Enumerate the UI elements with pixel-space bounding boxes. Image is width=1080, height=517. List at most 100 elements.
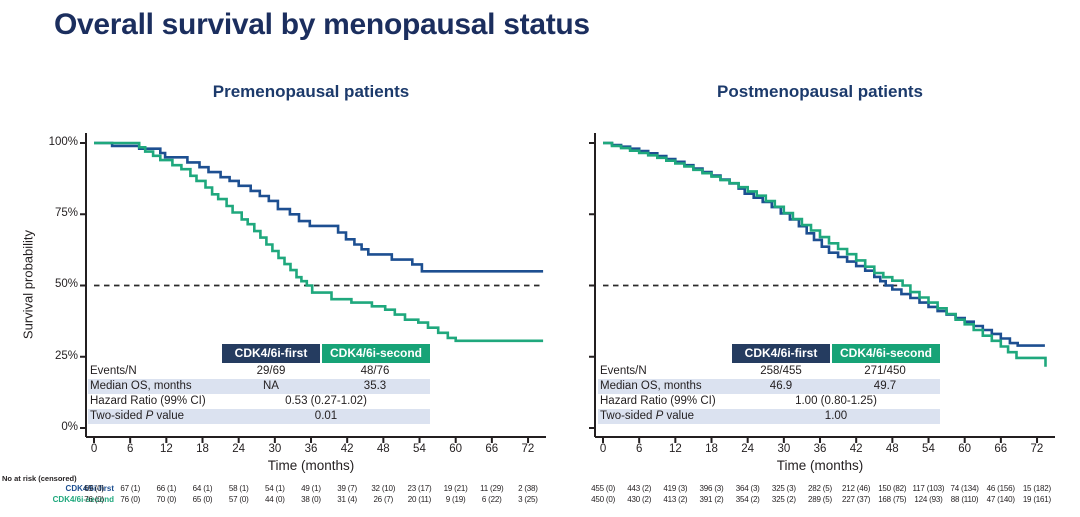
x-axis-title-postmenopausal: Time (months): [776, 458, 864, 473]
stats-row-events: Events/N 258/455 271/450: [598, 364, 940, 379]
risk-value: 325 (2): [771, 495, 796, 504]
hazard-ratio-value: 1.00 (0.80-1.25): [795, 395, 877, 407]
p-value-label: Two-sided P value: [598, 409, 732, 424]
stats-row-events: Events/N 29/69 48/76: [88, 364, 430, 379]
legend-cdk46i-first: CDK4/6i-first: [222, 344, 320, 363]
y-axis-title: Survival probability: [20, 229, 36, 340]
median-os-first: NA: [263, 380, 279, 392]
events-label: Events/N: [600, 365, 647, 377]
x-tick-label: 66: [485, 443, 499, 455]
x-tick-label: 60: [958, 443, 971, 455]
risk-value: 19 (21): [443, 484, 468, 493]
risk-value: 49 (1): [301, 484, 321, 493]
hazard-ratio-label: Hazard Ratio (99% CI): [600, 395, 716, 407]
x-tick-label: 36: [304, 443, 318, 455]
km-curve-first-premenopausal: [94, 141, 544, 273]
hazard-ratio-label: Hazard Ratio (99% CI): [90, 395, 206, 407]
x-tick-label: 66: [994, 443, 1008, 455]
legend-cdk46i-second: CDK4/6i-second: [830, 344, 940, 363]
page-title: Overall survival by menopausal status: [54, 8, 590, 41]
x-axis-ticks-postmenopausal: 0 6 12 18 24 30 36 42 48 54 60 66 72: [585, 443, 1055, 455]
y-tick-label-100: 100%: [48, 136, 78, 148]
risk-value: 88 (110): [950, 495, 979, 504]
risk-values-postmenopausal-second: 450 (0) 430 (2) 413 (2) 391 (2) 354 (2) 325 (…: [585, 495, 1055, 504]
risk-value: 32 (10): [371, 484, 396, 493]
risk-value: 443 (2): [627, 484, 652, 493]
risk-value: 391 (2): [699, 495, 724, 504]
stats-table-postmenopausal: CDK4/6i-first CDK4/6i-second Events/N 25…: [598, 344, 940, 424]
median-os-second: 35.3: [363, 380, 387, 392]
p-value-label-italic: P: [145, 410, 154, 422]
x-tick-label: 18: [705, 443, 718, 455]
risk-value: 124 (93): [914, 495, 943, 504]
x-axis-title-premenopausal: Time (months): [267, 458, 355, 473]
risk-value: 11 (29): [480, 484, 504, 493]
risk-value: 282 (5): [808, 484, 832, 493]
risk-value: 289 (5): [808, 495, 832, 504]
risk-value: 76 (0): [120, 495, 141, 504]
risk-value: 69 (0): [84, 484, 104, 493]
y-tick-label-0: 0%: [61, 421, 78, 433]
km-curve-second-premenopausal: [94, 141, 544, 343]
legend-cdk46i-second: CDK4/6i-second: [320, 344, 430, 363]
risk-value: 150 (82): [878, 484, 907, 493]
x-tick-label: 72: [521, 443, 535, 455]
x-tick-label: 72: [1030, 443, 1044, 455]
x-tick-label: 54: [922, 443, 935, 455]
x-tick-label: 36: [813, 443, 827, 455]
risk-value: 58 (1): [228, 484, 249, 493]
risk-table-caption: No at risk (censored): [2, 474, 77, 483]
x-axis-ticks-premenopausal: 0 6 12 18 24 30 36 42 48 54 60 66 72: [76, 443, 546, 455]
stats-row-median-os: Median OS, months 46.9 49.7: [598, 379, 940, 394]
risk-value: 413 (2): [663, 495, 688, 504]
risk-values-premenopausal-first: 69 (0) 67 (1) 66 (1) 64 (1) 58 (1) 54 (1) 49 (…: [76, 484, 546, 493]
y-tick-label-50: 50%: [54, 278, 78, 290]
risk-row-label-first: CDK4/6i-first: [65, 484, 114, 493]
risk-value: 15 (182): [1022, 484, 1052, 493]
x-tick-label: 42: [340, 443, 354, 455]
x-tick-label: 24: [232, 443, 246, 455]
risk-value: 212 (46): [842, 484, 871, 493]
x-tick-label: 60: [449, 443, 462, 455]
stats-row-hazard-ratio: Hazard Ratio (99% CI) 1.00 (0.80-1.25): [598, 394, 940, 409]
x-tick-label: 12: [668, 443, 682, 455]
risk-value: 419 (3): [663, 484, 688, 493]
x-tick-label: 0: [599, 443, 607, 455]
risk-value: 23 (17): [407, 484, 432, 493]
x-tick-label: 18: [196, 443, 209, 455]
events-second: 48/76: [360, 365, 390, 377]
risk-value: 47 (140): [986, 495, 1015, 504]
p-value-label-suffix: value: [666, 410, 695, 422]
p-value-value: 1.00: [824, 410, 848, 422]
risk-value: 57 (0): [228, 495, 249, 504]
x-tick-label: 30: [777, 443, 791, 455]
risk-row-label-second: CDK4/6i-second: [52, 495, 114, 504]
legend-cdk46i-first: CDK4/6i-first: [732, 344, 830, 363]
risk-value: 117 (103): [912, 484, 945, 493]
risk-value: 64 (1): [192, 484, 213, 493]
x-tick-label: 12: [159, 443, 173, 455]
risk-value: 65 (0): [192, 495, 213, 504]
p-value-label-prefix: Two-sided: [600, 410, 653, 422]
risk-value: 430 (2): [627, 495, 652, 504]
x-tick-label: 54: [413, 443, 426, 455]
risk-value: 2 (38): [518, 484, 538, 493]
events-second: 271/450: [864, 365, 906, 377]
risk-value: 67 (1): [120, 484, 141, 493]
p-value-value: 0.01: [314, 410, 338, 422]
axis-lines-postmenopausal: [589, 133, 1055, 443]
risk-value: 364 (3): [735, 484, 760, 493]
p-value-label-suffix: value: [156, 410, 185, 422]
risk-value: 26 (7): [373, 495, 394, 504]
risk-value: 455 (0): [591, 484, 616, 493]
risk-value: 450 (0): [591, 495, 616, 504]
risk-value: 3 (25): [518, 495, 538, 504]
risk-value: 74 (134): [950, 484, 979, 493]
stats-row-p-value: Two-sided P value 0.01: [88, 409, 430, 424]
stats-header-row: CDK4/6i-first CDK4/6i-second: [88, 344, 430, 363]
risk-value: 20 (11): [407, 495, 432, 504]
risk-value: 70 (0): [156, 495, 177, 504]
x-tick-label: 24: [741, 443, 755, 455]
